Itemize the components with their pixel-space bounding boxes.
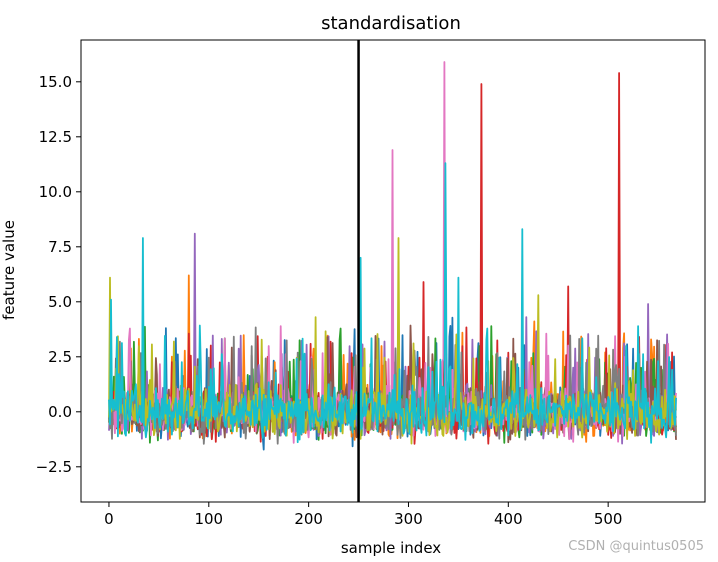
x-axis-ticks: 0 100 200 300 400 500 xyxy=(104,502,622,528)
chart-title: standardisation xyxy=(321,13,461,34)
x-tick-label: 0 xyxy=(104,510,114,528)
y-tick-label: 12.5 xyxy=(39,128,72,146)
y-tick-label: 7.5 xyxy=(48,238,72,256)
y-axis-label: feature value xyxy=(0,220,18,320)
x-axis-label: sample index xyxy=(341,539,441,557)
x-tick-label: 100 xyxy=(194,510,223,528)
y-tick-label: 15.0 xyxy=(39,73,72,91)
y-tick-label: 0.0 xyxy=(48,403,72,421)
y-tick-label: −2.5 xyxy=(36,458,72,476)
y-tick-label: 2.5 xyxy=(48,348,72,366)
watermark-text: CSDN @quintus0505 xyxy=(568,539,704,554)
x-tick-label: 400 xyxy=(494,510,523,528)
x-tick-label: 200 xyxy=(294,510,323,528)
y-axis-ticks: −2.5 0.0 2.5 5.0 7.5 10.0 12.5 15.0 xyxy=(36,73,81,476)
series-line xyxy=(108,162,677,444)
plot-frame xyxy=(80,39,706,503)
y-tick-label: 10.0 xyxy=(39,183,72,201)
y-tick-label: 5.0 xyxy=(48,293,72,311)
x-tick-label: 300 xyxy=(394,510,423,528)
series-layer xyxy=(108,61,677,451)
x-tick-label: 500 xyxy=(594,510,623,528)
